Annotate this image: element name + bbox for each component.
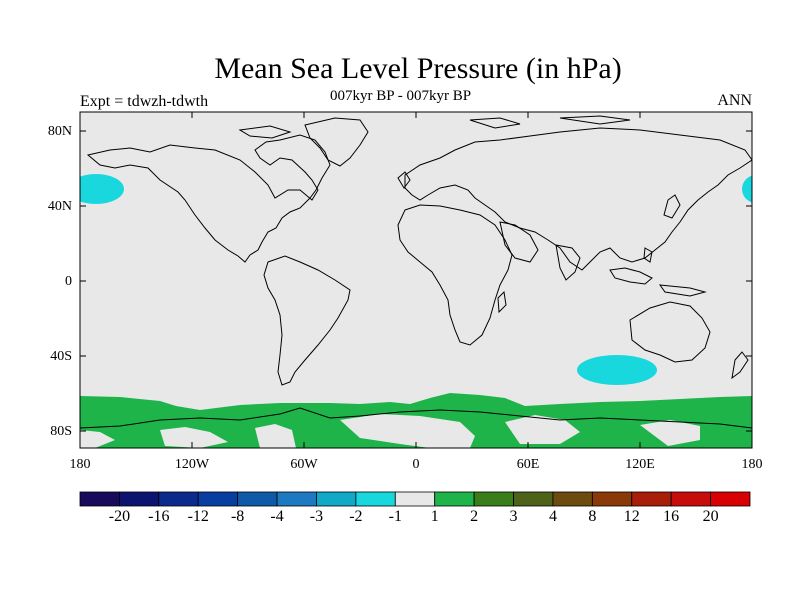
colorbar-swatch	[197, 491, 239, 507]
coastlines	[80, 115, 752, 429]
colorbar-label: 16	[663, 508, 680, 525]
colorbar-swatch	[119, 491, 160, 507]
colorbar-label: -2	[349, 508, 363, 525]
colorbar-swatch	[710, 491, 751, 507]
gap-area-1	[160, 427, 228, 448]
colorbar-label: -3	[309, 508, 324, 525]
lat-label-0: 0	[65, 274, 72, 289]
gap-area-4	[505, 415, 580, 444]
colorbar-swatch	[631, 491, 672, 507]
lon-label-120e: 120E	[625, 457, 655, 472]
lon-label-60w: 60W	[290, 457, 318, 472]
plot-subtitle: 007kyr BP - 007kyr BP	[330, 88, 472, 104]
colorbar-swatch	[513, 491, 554, 507]
colorbar-label: -1	[388, 508, 402, 525]
lon-label-180e: 180	[741, 457, 763, 472]
plot-title: Mean Sea Level Pressure (in hPa)	[214, 52, 622, 85]
colorbar-label: -4	[270, 508, 284, 525]
lon-label-60e: 60E	[516, 457, 540, 472]
colorbar-swatch	[79, 491, 120, 507]
experiment-label: Expt = tdwzh-tdwth	[80, 93, 209, 110]
gap-area-6	[80, 430, 115, 448]
map-background	[80, 112, 752, 448]
colorbar-label: 12	[623, 508, 640, 525]
lat-label-80n: 80N	[47, 124, 72, 139]
colorbar-swatch	[316, 491, 357, 507]
negative-anomaly-north-pacific-east	[742, 175, 752, 203]
colorbar-swatch	[394, 491, 436, 507]
colorbar-label: 20	[702, 508, 719, 525]
colorbar-swatch	[276, 491, 317, 507]
lat-label-80s: 80S	[50, 424, 72, 439]
season-label: ANN	[717, 92, 752, 109]
colorbar-swatch	[434, 491, 475, 507]
lon-label-180w: 180	[69, 457, 91, 472]
colorbar-swatch	[552, 491, 593, 507]
colorbar-label: 8	[588, 508, 597, 525]
colorbar-swatch	[670, 491, 711, 507]
lat-label-40n: 40N	[47, 199, 72, 214]
colorbar-swatch	[158, 491, 199, 507]
colorbar-label: -20	[108, 508, 131, 525]
gap-area-5	[640, 420, 700, 446]
colorbar-label: -16	[148, 508, 170, 525]
colorbar-label: 4	[548, 508, 557, 525]
colorbar-label: 1	[430, 508, 439, 525]
colorbar-swatch	[591, 491, 633, 507]
colorbar-swatch	[473, 491, 514, 507]
colorbar	[79, 491, 751, 507]
colorbar-swatch	[355, 491, 396, 507]
map-ticks	[80, 112, 752, 448]
colorbar-label: 3	[509, 508, 518, 525]
negative-anomaly-southern-indian	[577, 355, 657, 385]
colorbar-label: 2	[470, 508, 479, 525]
gap-area-3	[340, 414, 475, 448]
gap-area-2	[255, 424, 296, 448]
colorbar-label: -12	[187, 508, 209, 525]
lon-label-0: 0	[412, 457, 420, 472]
negative-anomaly-north-pacific-west	[80, 174, 124, 204]
lat-label-40s: 40S	[50, 349, 72, 364]
colorbar-swatch	[237, 491, 278, 507]
lon-label-120w: 120W	[174, 457, 210, 472]
colorbar-label: -8	[230, 508, 245, 525]
